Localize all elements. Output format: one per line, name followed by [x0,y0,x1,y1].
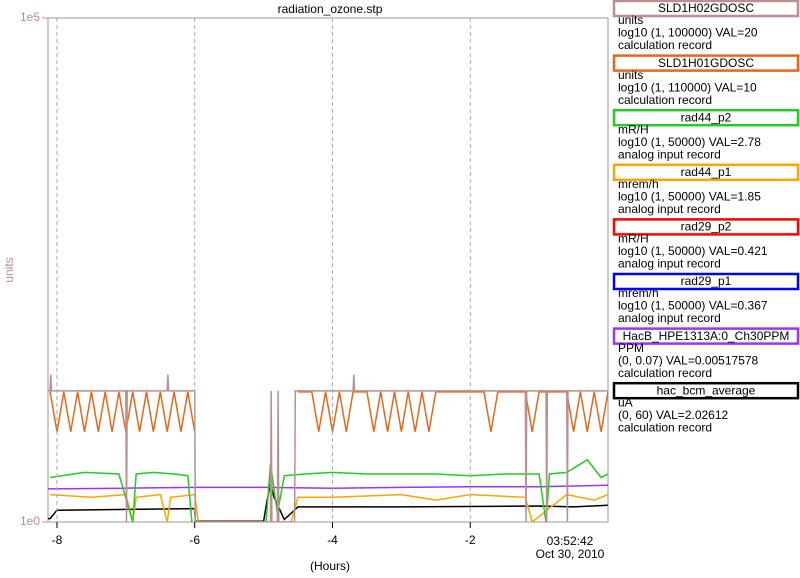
legend-units: units [618,13,643,27]
legend-record: analog input record [618,311,721,325]
legend-name: rad44_p2 [681,110,732,124]
x-axis-label: (Hours) [310,559,350,573]
legend-name-box [612,163,800,182]
legend-name-box [612,0,800,18]
trace [49,458,608,522]
legend-units: mrem/h [618,177,659,191]
legend-record: calculation record [618,366,712,380]
y-axis-label: units [2,257,16,282]
date-label: Oct 30, 2010 [536,547,605,561]
legend-units: mR/H [618,232,649,246]
plot-area [47,17,609,523]
legend-record: calculation record [618,38,712,52]
legend-name: HacB_HPE1313A:0_Ch30PPM [623,329,790,343]
legend-name-box [612,327,800,345]
legend-record: analog input record [618,147,721,161]
legend-description: (0, 0.07) VAL=0.00517578 [618,353,759,367]
legend-units: PPM [618,341,644,355]
legend-name: rad44_p1 [681,165,732,179]
legend-name-box [612,272,800,291]
legend-name-box [612,108,800,127]
legend-name-box [612,381,800,400]
legend-record: analog input record [618,257,721,271]
legend-name: hac_bcm_average [657,383,756,397]
x-tick-label: -2 [465,533,476,547]
legend-description: (0, 60) VAL=2.02612 [618,408,729,422]
legend-name: SLD1H02GDOSC [658,1,754,15]
legend-units: uA [618,395,633,409]
legend-record: analog input record [618,202,721,216]
legend-name-box [612,54,800,72]
legend-description: log10 (1, 110000) VAL=10 [618,80,757,94]
legend-name: SLD1H01GDOSC [658,56,754,70]
legend-name: rad29_p2 [681,220,732,234]
legend-description: log10 (1, 100000) VAL=20 [618,26,758,40]
x-tick-label: -4 [327,533,338,547]
chart-title: radiation_ozone.stp [278,2,383,16]
trace [49,391,608,432]
legend-description: log10 (1, 50000) VAL=1.85 [618,189,761,203]
trace [48,374,608,522]
legend-record: calculation record [618,93,712,107]
legend-name-box [612,218,800,236]
legend-description: log10 (1, 50000) VAL=2.78 [618,135,761,149]
x-tick-label: -6 [189,533,200,547]
legend-units: mrem/h [618,286,659,300]
legend-units: mR/H [618,122,649,136]
x-tick-label: -8 [52,533,63,547]
legend-units: units [618,68,643,82]
legend-name: rad29_p1 [681,274,732,288]
time-label: 03:52:42 [547,534,594,548]
y-tick-label: 1e0 [20,514,40,528]
legend-record: calculation record [618,420,712,434]
legend-description: log10 (1, 50000) VAL=0.367 [618,299,768,313]
legend-description: log10 (1, 50000) VAL=0.421 [618,244,768,258]
y-tick-label: 1e5 [20,10,40,24]
